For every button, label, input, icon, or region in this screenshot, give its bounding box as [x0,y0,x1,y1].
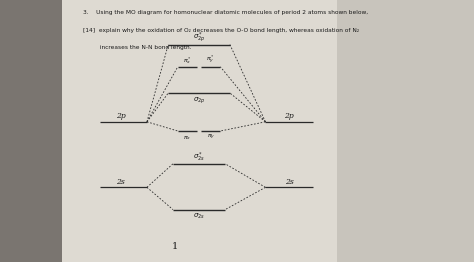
Text: $\pi_y$: $\pi_y$ [207,133,215,142]
Text: 2p: 2p [116,112,126,120]
Text: 3.    Using the MO diagram for homonuclear diatomic molecules of period 2 atoms : 3. Using the MO diagram for homonuclear … [83,10,368,15]
Bar [0,0,62,262]
Text: 1: 1 [172,242,179,251]
Text: $\sigma_{2p}$: $\sigma_{2p}$ [193,95,205,106]
Text: $\sigma_{2s}$: $\sigma_{2s}$ [193,211,205,221]
Text: increases the N-N bond length.: increases the N-N bond length. [83,45,191,50]
Text: $\sigma_{2p}^*$: $\sigma_{2p}^*$ [193,30,205,45]
Text: $\pi_x$: $\pi_x$ [183,134,191,141]
Text: 2s: 2s [117,178,125,185]
Text: 2s: 2s [285,178,293,185]
Text: $\sigma_{2s}^*$: $\sigma_{2s}^*$ [193,151,205,164]
Bar [337,0,474,262]
Text: $\pi_y^*$: $\pi_y^*$ [207,54,215,66]
Text: $\pi_x^*$: $\pi_x^*$ [183,55,191,66]
Text: [14]  explain why the oxidation of O₂ decreases the O-O bond length, whereas oxi: [14] explain why the oxidation of O₂ dec… [83,28,359,32]
Text: 2p: 2p [284,112,294,120]
Bar [62,0,337,262]
